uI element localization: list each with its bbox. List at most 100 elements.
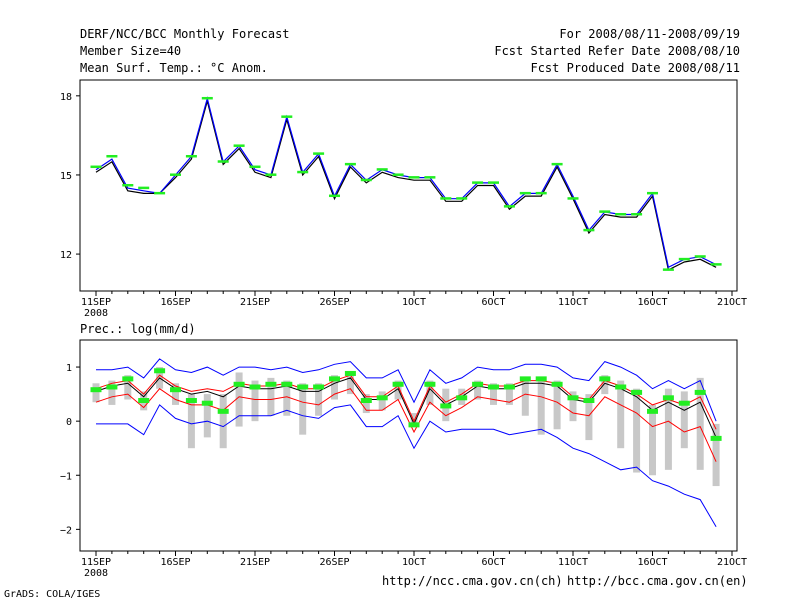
temp-xtick-label: 21SEP <box>240 297 270 308</box>
precip-spread-bar <box>585 394 593 441</box>
precip-marker <box>185 398 197 404</box>
precip-spread-bar <box>124 375 132 400</box>
temp-marker <box>249 165 261 169</box>
precip-marker <box>170 387 181 393</box>
temp-marker <box>408 176 420 179</box>
url-en[interactable]: http://bcc.cma.gov.cn(en) <box>567 574 748 588</box>
temp-marker <box>488 181 499 184</box>
temp-marker <box>313 152 325 155</box>
precip-marker <box>154 368 166 374</box>
chart-title: DERF/NCC/BCC Monthly Forecast <box>80 27 290 41</box>
precip-marker <box>233 381 245 387</box>
temp-marker <box>678 257 690 261</box>
temp-marker <box>615 213 627 216</box>
precip-spread-bar <box>521 377 529 416</box>
precip-series-mean <box>95 377 717 438</box>
precip-spread-bar <box>569 391 577 422</box>
precip-spread-bar <box>331 375 338 400</box>
temp-marker <box>710 263 722 266</box>
temp-marker <box>265 173 277 176</box>
temp-marker <box>297 170 309 174</box>
precip-spread-bar <box>537 380 545 435</box>
grads-credit: GrADS: COLA/IGES <box>4 589 101 600</box>
temp-marker <box>376 168 388 171</box>
precip-spread-bar <box>633 388 641 473</box>
precip-spread-bar <box>601 375 609 395</box>
temp-marker <box>360 178 372 182</box>
temp-xtick-label: 6OCT <box>481 297 505 308</box>
temp-ytick-label: 12 <box>60 250 72 261</box>
precip-series-red_upper <box>95 374 717 430</box>
precip-xtick-label: 11OCT <box>558 557 588 568</box>
precip-marker <box>456 395 468 401</box>
precip-marker <box>488 384 499 390</box>
precip-label: Prec.: log(mm/d) <box>80 322 196 336</box>
precip-series-red_lower <box>95 388 717 462</box>
precip-spread-bar <box>251 380 259 422</box>
precip-xtick-label: 21OCT <box>717 557 747 568</box>
precip-xtick-label: 1OCT <box>402 557 426 568</box>
temp-marker <box>472 181 484 184</box>
temp-marker <box>551 162 563 166</box>
precip-plot-frame <box>79 339 738 552</box>
precip-series-blue_lower <box>96 404 717 527</box>
temp-xtick-label: 11OCT <box>558 297 588 308</box>
precip-spread-bar <box>474 380 482 400</box>
precip-marker <box>106 384 118 390</box>
precip-ytick-label: −2 <box>60 525 72 536</box>
temp-marker <box>456 197 468 200</box>
temp-ytick-label: 18 <box>60 92 72 103</box>
precip-year-label: 2008 <box>84 568 108 579</box>
precip-marker <box>583 398 595 404</box>
precip-spread-bar <box>410 413 418 427</box>
precip-marker <box>313 384 325 390</box>
precip-marker <box>567 395 579 401</box>
precip-marker <box>694 389 706 395</box>
temp-marker <box>424 176 436 179</box>
temp-marker <box>329 194 340 198</box>
temp-marker <box>154 191 166 195</box>
variable-label: Mean Surf. Temp.: °C Anom. <box>80 61 268 75</box>
precip-spread-bar <box>490 383 497 405</box>
precip-series-blue_upper <box>96 358 717 422</box>
temp-xtick-label: 26SEP <box>319 297 349 308</box>
precip-xtick-label: 26SEP <box>319 557 349 568</box>
precip-ytick-label: 0 <box>66 417 72 428</box>
precip-marker <box>281 381 293 387</box>
precip-marker <box>249 384 261 390</box>
precip-spread-bar <box>426 380 434 405</box>
precip-spread-bar <box>664 388 672 470</box>
precip-spread-bar <box>712 423 720 487</box>
temp-marker <box>344 162 356 166</box>
precip-spread-bar <box>394 380 402 400</box>
precip-spread-bar <box>299 383 307 435</box>
precip-spread-bar <box>553 380 561 430</box>
temp-ytick-label: 15 <box>60 171 72 182</box>
precip-marker <box>408 422 420 428</box>
temp-series-mean <box>95 98 717 271</box>
precip-spread-bar <box>362 394 370 414</box>
precip-marker <box>201 400 213 406</box>
temp-xtick-label: 21OCT <box>717 297 747 308</box>
precip-ytick-label: −1 <box>60 471 72 482</box>
precip-spread-bar <box>505 383 513 405</box>
precip-spread-bar <box>617 380 625 449</box>
precip-marker <box>265 381 277 387</box>
temp-marker <box>217 160 229 163</box>
temp-marker <box>106 154 118 158</box>
temp-marker <box>583 228 595 232</box>
temp-plot-frame <box>79 79 738 292</box>
member-size: Member Size=40 <box>80 44 182 58</box>
precip-marker <box>647 408 658 414</box>
precip-marker <box>535 376 547 382</box>
url-ch[interactable]: http://ncc.cma.gov.cn(ch) <box>382 574 563 588</box>
temp-marker <box>281 115 293 118</box>
precip-spread-bar <box>267 377 275 416</box>
precip-spread-bar <box>315 383 323 416</box>
precip-spread-bar <box>346 372 354 395</box>
forecast-produced-date: Fcst Produced Date 2008/08/11 <box>530 61 740 75</box>
precip-marker <box>519 376 531 382</box>
precip-spread-bar <box>235 372 243 427</box>
precip-marker <box>344 370 356 376</box>
